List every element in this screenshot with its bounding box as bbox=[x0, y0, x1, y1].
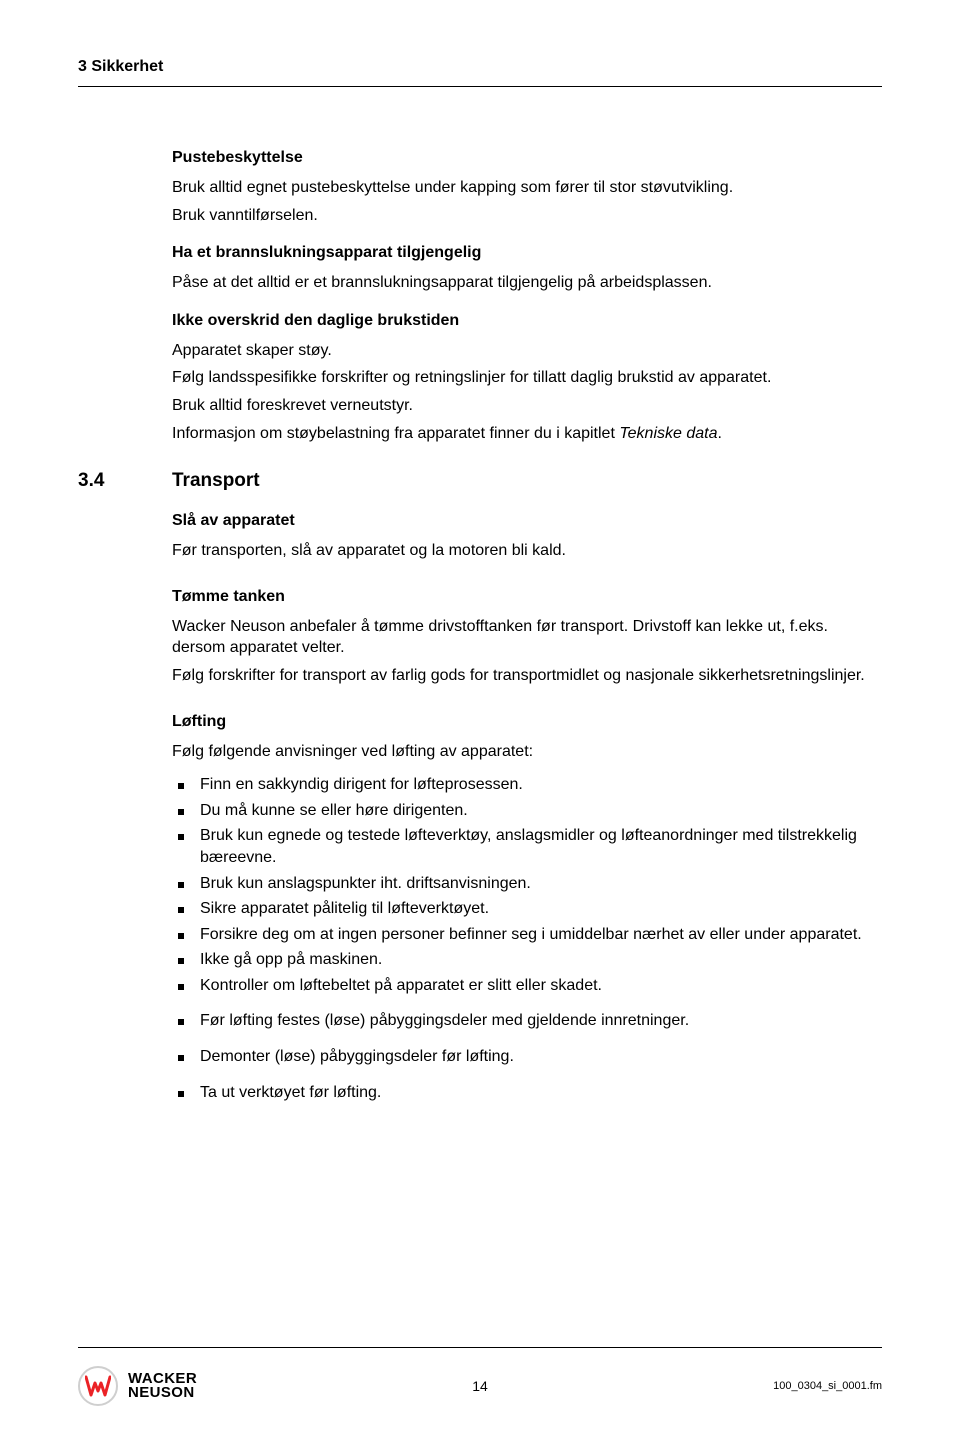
heading-brukstiden: Ikke overskrid den daglige brukstiden bbox=[172, 312, 882, 330]
list-item: Ikke gå opp på maskinen. bbox=[172, 949, 882, 971]
bullet-text: Bruk kun anslagspunkter iht. driftsanvis… bbox=[200, 873, 882, 895]
page-header-text: 3 Sikkerhet bbox=[78, 58, 163, 75]
list-item: Demonter (løse) påbyggingsdeler før løft… bbox=[172, 1046, 882, 1068]
brand-w-icon bbox=[85, 1375, 111, 1397]
heading-sla-av: Slå av apparatet bbox=[172, 512, 882, 530]
list-item: Bruk kun egnede og testede løfteverktøy,… bbox=[172, 825, 882, 868]
bullet-text: Finn en sakkyndig dirigent for løftepros… bbox=[200, 774, 882, 796]
brand-wordmark: WACKER NEUSON bbox=[128, 1372, 197, 1401]
list-item: Sikre apparatet pålitelig til løfteverkt… bbox=[172, 898, 882, 920]
para-tomme-tanken-1: Wacker Neuson anbefaler å tømme drivstof… bbox=[172, 616, 882, 659]
para-brukstiden-3: Bruk alltid foreskrevet verneutstyr. bbox=[172, 395, 882, 417]
bullet-icon bbox=[172, 924, 200, 946]
brand-logo-badge bbox=[78, 1366, 118, 1406]
heading-pustebeskyttelse: Pustebeskyttelse bbox=[172, 149, 882, 167]
list-item: Før løfting festes (løse) påbyggingsdele… bbox=[172, 1010, 882, 1032]
para-brukstiden-4: Informasjon om støybelastning fra appara… bbox=[172, 423, 882, 445]
bullet-text: Forsikre deg om at ingen personer befinn… bbox=[200, 924, 882, 946]
bullet-text: Ta ut verktøyet før løfting. bbox=[200, 1082, 882, 1104]
para-pustebeskyttelse-2: Bruk vanntilførselen. bbox=[172, 205, 882, 227]
para-tomme-tanken-2: Følg forskrifter for transport av farlig… bbox=[172, 665, 882, 687]
bullet-icon bbox=[172, 949, 200, 971]
para-brannslukning-1: Påse at det alltid er et brannslukningsa… bbox=[172, 272, 882, 294]
page-number: 14 bbox=[472, 1378, 488, 1394]
para-brukstiden-1: Apparatet skaper støy. bbox=[172, 340, 882, 362]
list-item: Bruk kun anslagspunkter iht. driftsanvis… bbox=[172, 873, 882, 895]
bullet-text: Før løfting festes (løse) påbyggingsdele… bbox=[200, 1010, 882, 1032]
page-header: 3 Sikkerhet bbox=[78, 58, 882, 87]
bullet-icon bbox=[172, 898, 200, 920]
para-brukstiden-4c: . bbox=[717, 425, 721, 442]
footer-brand: WACKER NEUSON bbox=[78, 1366, 197, 1406]
bullet-icon bbox=[172, 774, 200, 796]
para-brukstiden-2: Følg landsspesifikke forskrifter og retn… bbox=[172, 367, 882, 389]
bullet-text: Demonter (løse) påbyggingsdeler før løft… bbox=[200, 1046, 882, 1068]
bullet-icon bbox=[172, 825, 200, 868]
brand-line2: NEUSON bbox=[128, 1386, 197, 1400]
bullet-text: Ikke gå opp på maskinen. bbox=[200, 949, 882, 971]
bullet-icon bbox=[172, 1046, 200, 1068]
section-transport-row: 3.4 Transport bbox=[78, 470, 882, 492]
bullet-text: Du må kunne se eller høre dirigenten. bbox=[200, 800, 882, 822]
footer-divider bbox=[78, 1347, 882, 1348]
heading-brannslukning: Ha et brannslukningsapparat tilgjengelig bbox=[172, 244, 882, 262]
heading-tomme-tanken: Tømme tanken bbox=[172, 588, 882, 606]
bullet-icon bbox=[172, 1010, 200, 1032]
para-sla-av-1: Før transporten, slå av apparatet og la … bbox=[172, 540, 882, 562]
bullet-icon bbox=[172, 1082, 200, 1104]
list-item: Forsikre deg om at ingen personer befinn… bbox=[172, 924, 882, 946]
heading-lofting: Løfting bbox=[172, 713, 882, 731]
lofting-bullet-list: Finn en sakkyndig dirigent for løftepros… bbox=[172, 774, 882, 1103]
bullet-icon bbox=[172, 800, 200, 822]
list-item: Ta ut verktøyet før løfting. bbox=[172, 1082, 882, 1104]
para-brukstiden-4a: Informasjon om støybelastning fra appara… bbox=[172, 425, 619, 442]
bullet-icon bbox=[172, 873, 200, 895]
bullet-text: Kontroller om løftebeltet på apparatet e… bbox=[200, 975, 882, 997]
section-title-transport: Transport bbox=[172, 470, 260, 492]
footer-row: WACKER NEUSON 14 100_0304_si_0001.fm bbox=[78, 1366, 882, 1406]
section-number-transport: 3.4 bbox=[78, 470, 172, 492]
para-lofting-intro: Følg følgende anvisninger ved løfting av… bbox=[172, 741, 882, 763]
page-footer: WACKER NEUSON 14 100_0304_si_0001.fm bbox=[0, 1347, 960, 1406]
list-item: Kontroller om løftebeltet på apparatet e… bbox=[172, 975, 882, 997]
list-item: Finn en sakkyndig dirigent for løftepros… bbox=[172, 774, 882, 796]
footer-source-file: 100_0304_si_0001.fm bbox=[773, 1380, 882, 1392]
bullet-icon bbox=[172, 975, 200, 997]
bullet-text: Sikre apparatet pålitelig til løfteverkt… bbox=[200, 898, 882, 920]
para-pustebeskyttelse-1: Bruk alltid egnet pustebeskyttelse under… bbox=[172, 177, 882, 199]
para-brukstiden-4b: Tekniske data bbox=[619, 425, 717, 442]
list-item: Du må kunne se eller høre dirigenten. bbox=[172, 800, 882, 822]
bullet-text: Bruk kun egnede og testede løfteverktøy,… bbox=[200, 825, 882, 868]
